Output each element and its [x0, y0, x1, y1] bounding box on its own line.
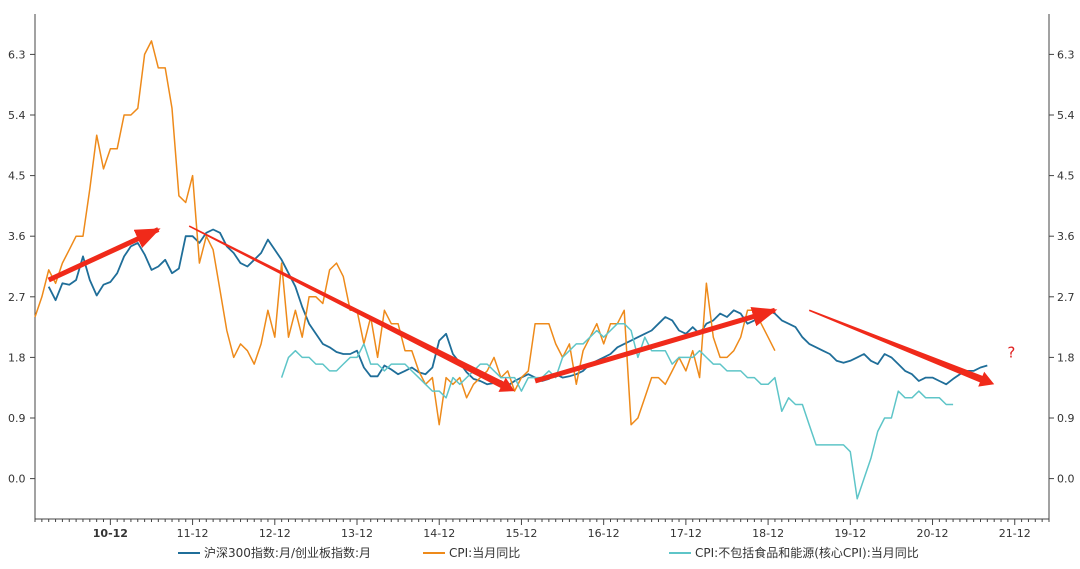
- x-tick-label: 18-12: [752, 527, 784, 540]
- x-tick-label: 15-12: [505, 527, 537, 540]
- x-tick-label: 16-12: [588, 527, 620, 540]
- trend-arrow-2: [188, 225, 515, 392]
- x-tick-label: 20-12: [917, 527, 949, 540]
- legend-label-1: 沪深300指数:月/创业板指数:月: [204, 545, 371, 560]
- y-tick-label-right: 5.4: [1057, 109, 1075, 122]
- series-line-1: [47, 228, 988, 387]
- x-tick-label: 14-12: [423, 527, 455, 540]
- x-tick-label: 17-12: [670, 527, 702, 540]
- legend-label-2: CPI:当月同比: [449, 546, 520, 560]
- legend-label-3: CPI:不包括食品和能源(核心CPI):当月同比: [695, 545, 919, 560]
- y-tick-label-left: 1.8: [8, 351, 26, 364]
- trend-arrow-3: [534, 307, 778, 384]
- y-tick-label-left: 0.9: [8, 412, 26, 425]
- y-tick-label-left: 4.5: [8, 170, 26, 183]
- y-tick-label-left: 0.0: [8, 473, 26, 486]
- y-tick-label-left: 5.4: [8, 109, 26, 122]
- y-tick-label-right: 4.5: [1057, 170, 1075, 183]
- series-line-3: [280, 322, 954, 500]
- trend-arrows: [47, 225, 995, 392]
- series-line-2: [34, 40, 776, 426]
- series-layer: [34, 40, 988, 500]
- axes: 6.3 6.3 5.4 5.4 4.5 4.5 3.6 3.6 2.7 2.7 1.8 1.8 0.9 0…: [8, 14, 1075, 540]
- trend-arrow-1: [47, 227, 161, 283]
- y-tick-label-right: 0.9: [1057, 412, 1075, 425]
- legend: 沪深300指数:月/创业板指数:月 CPI:当月同比 CPI:不包括食品和能源(核心…: [178, 545, 919, 560]
- y-tick-label-right: 0.0: [1057, 473, 1075, 486]
- x-tick-label: 19-12: [834, 527, 866, 540]
- y-tick-label-left: 2.7: [8, 291, 26, 304]
- x-tick-label: 10-12: [93, 527, 128, 540]
- x-tick-label: 12-12: [259, 527, 291, 540]
- y-tick-label-left: 6.3: [8, 48, 26, 61]
- x-tick-label: 21-12: [999, 527, 1031, 540]
- annotations: ?: [1007, 343, 1015, 361]
- y-tick-label-right: 2.7: [1057, 291, 1075, 304]
- y-tick-label-right: 1.8: [1057, 351, 1075, 364]
- x-tick-label: 11-12: [177, 527, 209, 540]
- annotation-question-mark: ?: [1007, 343, 1015, 361]
- y-tick-label-right: 6.3: [1057, 48, 1075, 61]
- x-tick-label: 13-12: [341, 527, 373, 540]
- trend-arrow-4: [808, 309, 995, 387]
- y-tick-label-right: 3.6: [1057, 230, 1075, 243]
- y-tick-label-left: 3.6: [8, 230, 26, 243]
